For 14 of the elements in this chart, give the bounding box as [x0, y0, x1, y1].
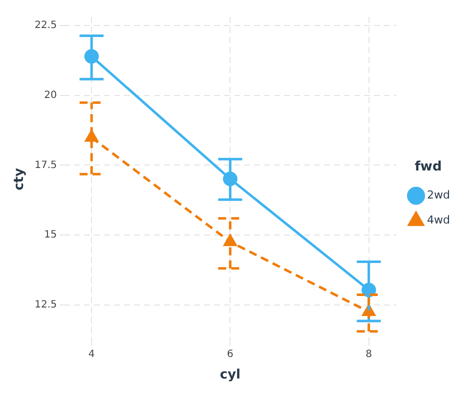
y-tick-label: 22.5: [34, 20, 57, 31]
y-tick-label: 17.5: [34, 160, 57, 171]
y-tick-label: 20: [44, 90, 57, 101]
x-tick-label: 8: [366, 348, 372, 360]
legend-label: 4wd: [427, 214, 450, 227]
x-tick-label: 4: [88, 348, 95, 360]
legend-label: 2wd: [427, 188, 450, 202]
x-tick-label: 6: [227, 348, 234, 360]
point: [85, 130, 98, 142]
y-tick-label: 15: [44, 230, 57, 241]
x-axis-title: cyl: [220, 368, 241, 383]
y-tick-label: 12.5: [34, 300, 57, 311]
y-axis-title: cty: [12, 167, 28, 190]
legend-title: fwd: [414, 160, 442, 175]
